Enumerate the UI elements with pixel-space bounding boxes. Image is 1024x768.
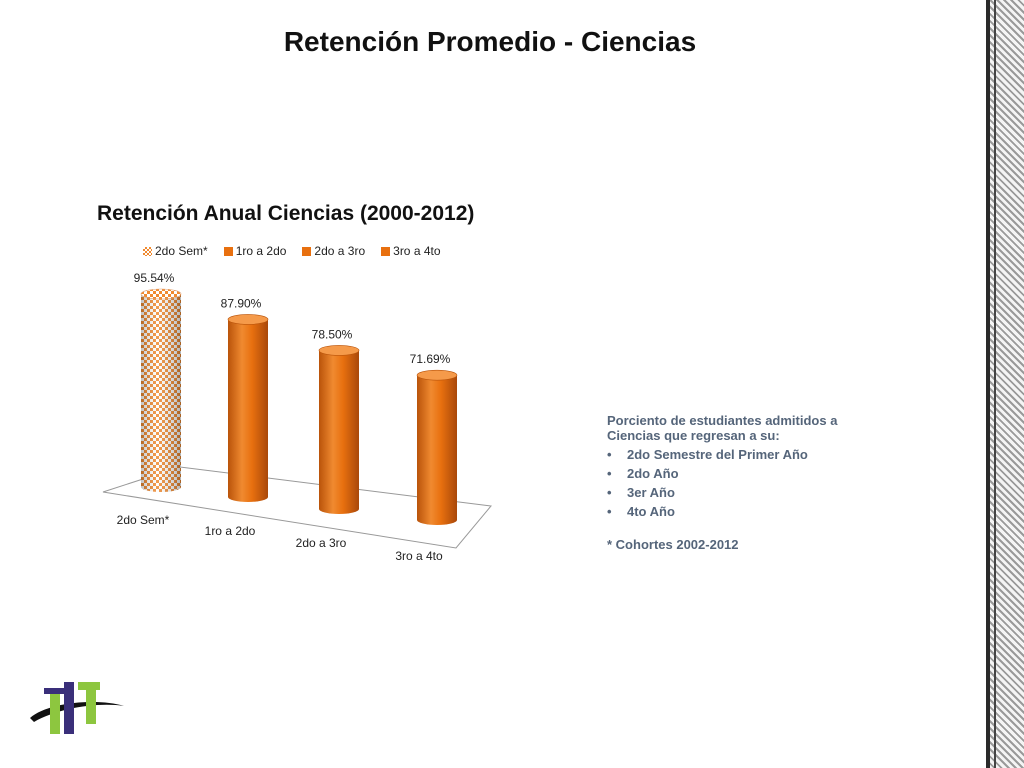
data-label: 71.69%	[410, 352, 451, 366]
institution-logo-icon	[30, 682, 124, 734]
legend-swatch-solid	[302, 246, 312, 256]
legend-swatch-solid	[223, 246, 233, 256]
side-note: Porciento de estudiantes admitidos a Cie…	[607, 413, 842, 552]
labels-group: 95.54% 2do Sem* 87.90% 1ro a 2do 78.50% 2do a…	[117, 271, 451, 563]
bar-2	[227, 314, 269, 502]
bar-body	[319, 350, 359, 514]
side-note-list: 2do Semestre del Primer Año 2do Año 3er …	[607, 447, 842, 519]
category-label: 1ro a 2do	[205, 524, 256, 538]
chart-title: Retención Anual Ciencias (2000-2012)	[97, 202, 475, 225]
decorative-border	[986, 0, 1024, 768]
legend-label: 2do a 3ro	[314, 244, 366, 258]
legend-label: 1ro a 2do	[235, 244, 287, 258]
bar-shade	[141, 294, 181, 492]
category-label: 2do a 3ro	[296, 536, 347, 550]
bars-group	[140, 288, 458, 525]
side-note-intro: Porciento de estudiantes admitidos a Cie…	[607, 413, 838, 443]
data-label: 87.90%	[221, 296, 262, 310]
category-label: 2do Sem*	[117, 513, 170, 527]
legend-item-1ro-2do: 1ro a 2do	[223, 244, 287, 258]
legend-label: 3ro a 4to	[393, 244, 441, 258]
bar-3	[318, 345, 360, 514]
side-note-item: 3er Año	[607, 485, 842, 500]
bar-cap	[140, 288, 182, 300]
bar-cap	[227, 314, 269, 325]
side-note-item: 2do Semestre del Primer Año	[607, 447, 842, 462]
legend-item-2do-3ro: 2do a 3ro	[302, 244, 365, 258]
legend-label: 2do Sem*	[155, 244, 208, 258]
bar-4	[416, 369, 458, 525]
chart-legend: 2do Sem* 1ro a 2do 2do a 3ro 3ro a 4to	[143, 244, 457, 258]
bar-cap	[416, 369, 458, 381]
legend-swatch-pattern	[143, 246, 152, 256]
side-note-item: 4to Año	[607, 504, 842, 519]
data-label: 95.54%	[134, 271, 175, 285]
data-label: 78.50%	[312, 327, 353, 341]
legend-swatch-solid	[381, 246, 391, 256]
legend-item-2do-sem: 2do Sem*	[143, 244, 208, 258]
bar-body	[228, 319, 268, 502]
legend-item-3ro-4to: 3ro a 4to	[381, 244, 441, 258]
side-note-footnote: * Cohortes 2002-2012	[607, 537, 739, 552]
bar-body	[417, 375, 457, 525]
slide-title: Retención Promedio - Ciencias	[283, 26, 697, 57]
bar-cap	[318, 345, 360, 356]
side-note-item: 2do Año	[607, 466, 842, 481]
bar-1	[140, 288, 182, 492]
category-label: 3ro a 4to	[395, 549, 443, 563]
